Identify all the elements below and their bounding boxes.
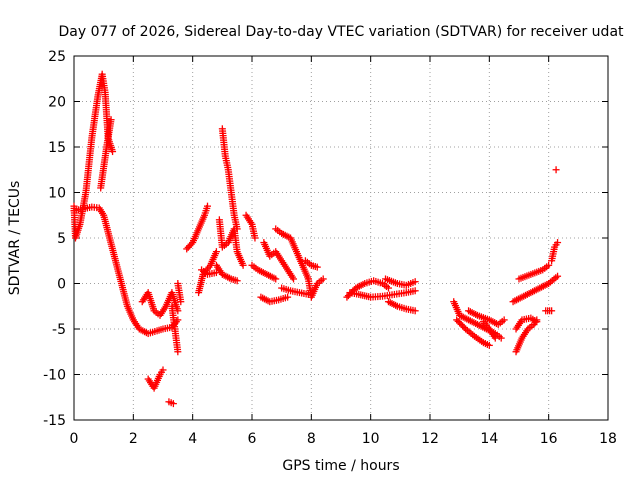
data-point <box>290 275 298 283</box>
y-tick-label: 10 <box>48 186 66 202</box>
x-tick-label: 18 <box>599 431 617 447</box>
data-point <box>411 287 419 295</box>
axis-ticks: 0 2 4 6 8 10 12 14 16 18 -15 -10 -5 0 5 10 15 20 25 <box>43 49 617 447</box>
data-point <box>545 261 553 269</box>
y-tick-label: -15 <box>43 413 66 429</box>
data-points <box>70 70 562 408</box>
x-axis-title: GPS time / hours <box>282 458 399 474</box>
x-tick-label: 16 <box>540 431 558 447</box>
data-point <box>411 307 419 315</box>
data-point <box>491 334 499 342</box>
data-point <box>384 284 392 292</box>
x-tick-label: 2 <box>129 431 138 447</box>
x-tick-label: 4 <box>188 431 197 447</box>
y-tick-label: 15 <box>48 140 66 156</box>
y-tick-label: -10 <box>43 368 66 384</box>
data-point <box>272 275 280 283</box>
data-point <box>204 202 211 210</box>
data-point <box>554 272 562 280</box>
x-tick-label: 12 <box>421 431 439 447</box>
x-tick-label: 10 <box>362 431 380 447</box>
data-point <box>552 166 560 174</box>
data-point <box>284 293 292 301</box>
data-point <box>169 400 177 408</box>
chart-title: Day 077 of 2026, Sidereal Day-to-day VTE… <box>58 24 624 40</box>
data-point <box>411 278 419 286</box>
data-point <box>187 240 195 248</box>
data-point <box>251 234 259 242</box>
x-tick-label: 8 <box>307 431 316 447</box>
data-point <box>497 334 505 342</box>
y-axis-title: SDTVAR / TECUs <box>7 181 23 296</box>
data-point <box>109 148 117 156</box>
data-point <box>319 275 327 283</box>
y-tick-label: 20 <box>48 95 66 111</box>
x-tick-label: 6 <box>248 431 257 447</box>
y-tick-label: 0 <box>57 277 66 293</box>
data-point <box>107 116 115 124</box>
data-point <box>485 341 493 349</box>
y-tick-label: -5 <box>52 322 66 338</box>
data-point <box>500 316 508 324</box>
data-point <box>239 261 247 269</box>
y-tick-label: 25 <box>48 49 66 65</box>
data-point <box>554 239 562 247</box>
x-tick-label: 0 <box>70 431 79 447</box>
data-point <box>174 348 182 356</box>
data-point <box>548 307 556 315</box>
data-point <box>159 366 167 374</box>
data-point <box>313 263 321 271</box>
y-tick-label: 5 <box>57 231 66 247</box>
grid <box>74 56 608 420</box>
data-point <box>174 280 182 287</box>
data-point <box>212 248 220 256</box>
data-point <box>233 277 241 285</box>
x-tick-label: 14 <box>480 431 498 447</box>
data-point <box>533 318 541 326</box>
